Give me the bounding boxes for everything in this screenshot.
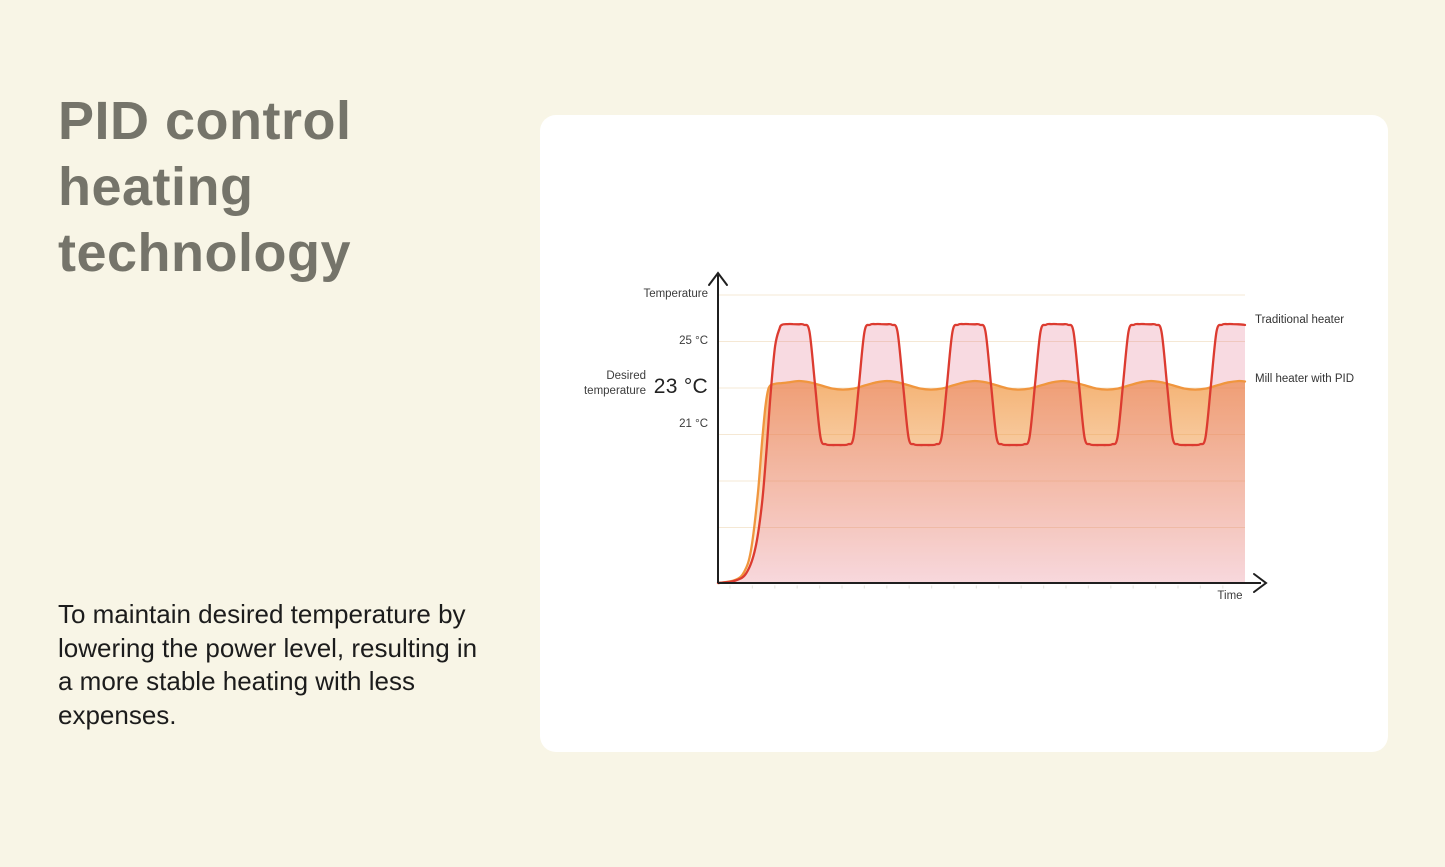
legend-traditional-heater: Traditional heater bbox=[1255, 314, 1345, 326]
y-tick-21c: 21 °C bbox=[679, 418, 708, 430]
traditional-heater-line bbox=[716, 322, 1247, 585]
legend-mill-heater-pid: Mill heater with PID bbox=[1255, 373, 1355, 385]
desired-temperature-label: Desired temperature bbox=[583, 370, 646, 397]
y-axis-arrow-icon bbox=[708, 271, 728, 286]
pid-heater-area bbox=[718, 380, 1245, 583]
y-tick-23c-desired: 23 °C bbox=[653, 375, 708, 398]
chart-card: Temperature 25 °C Desired temperature 23… bbox=[540, 115, 1388, 752]
axes bbox=[717, 275, 1261, 584]
x-axis-arrow-icon bbox=[1253, 573, 1268, 593]
page-title: PID control heating technology bbox=[58, 91, 352, 283]
page-description: To maintain desired temperature by lower… bbox=[58, 599, 478, 730]
y-axis-title: Temperature bbox=[643, 288, 708, 300]
pid-temperature-chart bbox=[708, 271, 1268, 593]
traditional-heater-area bbox=[718, 323, 1245, 583]
y-tick-25c: 25 °C bbox=[679, 335, 708, 347]
x-axis-title: Time bbox=[1217, 590, 1243, 602]
pid-heater-line bbox=[716, 379, 1247, 585]
